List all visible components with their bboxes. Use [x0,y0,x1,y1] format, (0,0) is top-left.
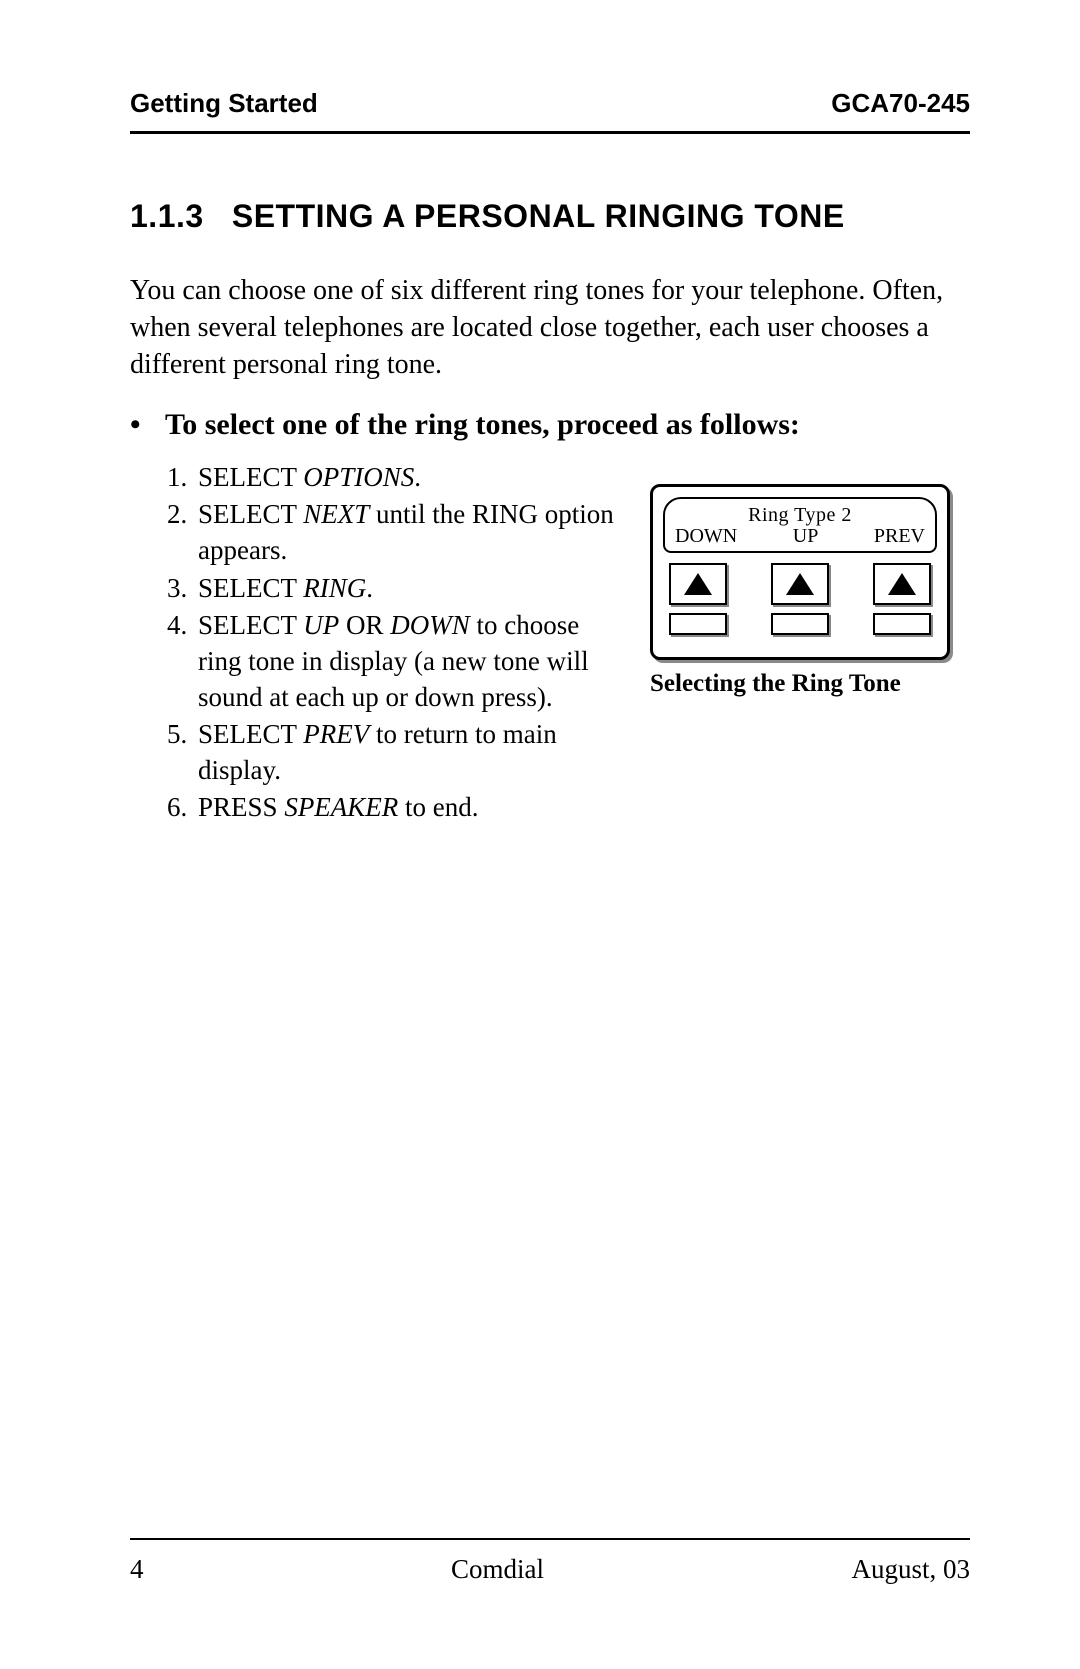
rect-button [771,613,829,635]
figure-column: Ring Type 2 DOWN UP PREV [650,460,970,698]
triangle-up-icon [684,573,712,595]
sub-heading-text: To select one of the ring tones, proceed… [165,408,800,441]
page-header: Getting Started GCA70-245 [130,88,970,134]
steps-column: SELECT OPTIONS. SELECT NEXT until the RI… [130,460,626,828]
section-number: 1.1.3 [130,198,204,234]
steps-list: SELECT OPTIONS. SELECT NEXT until the RI… [130,460,626,826]
triangle-button-row [663,563,937,605]
rect-button [669,613,727,635]
lcd-label-down: DOWN [675,526,737,547]
lcd-label-prev: PREV [874,526,925,547]
list-item: SELECT NEXT until the RING option appear… [194,497,626,568]
rect-button-row [663,613,937,635]
sub-heading: • To select one of the ring tones, proce… [130,408,970,442]
section-heading: 1.1.3 SETTING A PERSONAL RINGING TONE [130,198,970,235]
content-row: SELECT OPTIONS. SELECT NEXT until the RI… [130,460,970,828]
footer-date: August, 03 [851,1554,970,1585]
lcd-label-up: UP [793,526,819,547]
figure-caption: Selecting the Ring Tone [650,670,970,698]
section-title: SETTING A PERSONAL RINGING TONE [232,198,845,234]
list-item: SELECT OPTIONS. [194,460,626,496]
bullet-icon: • [130,408,158,442]
soft-button [669,563,727,605]
list-item: PRESS SPEAKER to end. [194,790,626,826]
header-left: Getting Started [130,88,318,119]
rect-button [873,613,931,635]
list-item: SELECT UP OR DOWN to choose ring tone in… [194,608,626,715]
list-item: SELECT RING. [194,571,626,607]
header-right: GCA70-245 [831,88,970,119]
lcd-line-2: DOWN UP PREV [673,526,927,547]
manual-page: Getting Started GCA70-245 1.1.3 SETTING … [0,0,1080,1669]
soft-button [771,563,829,605]
footer-page-number: 4 [130,1554,144,1585]
footer-center: Comdial [451,1554,544,1585]
intro-paragraph: You can choose one of six different ring… [130,273,970,384]
page-footer: 4 Comdial August, 03 [130,1538,970,1585]
list-item: SELECT PREV to return to main display. [194,717,626,788]
lcd-screen: Ring Type 2 DOWN UP PREV [663,497,937,553]
phone-display-figure: Ring Type 2 DOWN UP PREV [650,484,950,660]
soft-button [873,563,931,605]
triangle-up-icon [786,573,814,595]
triangle-up-icon [888,573,916,595]
lcd-line-1: Ring Type 2 [673,505,927,526]
